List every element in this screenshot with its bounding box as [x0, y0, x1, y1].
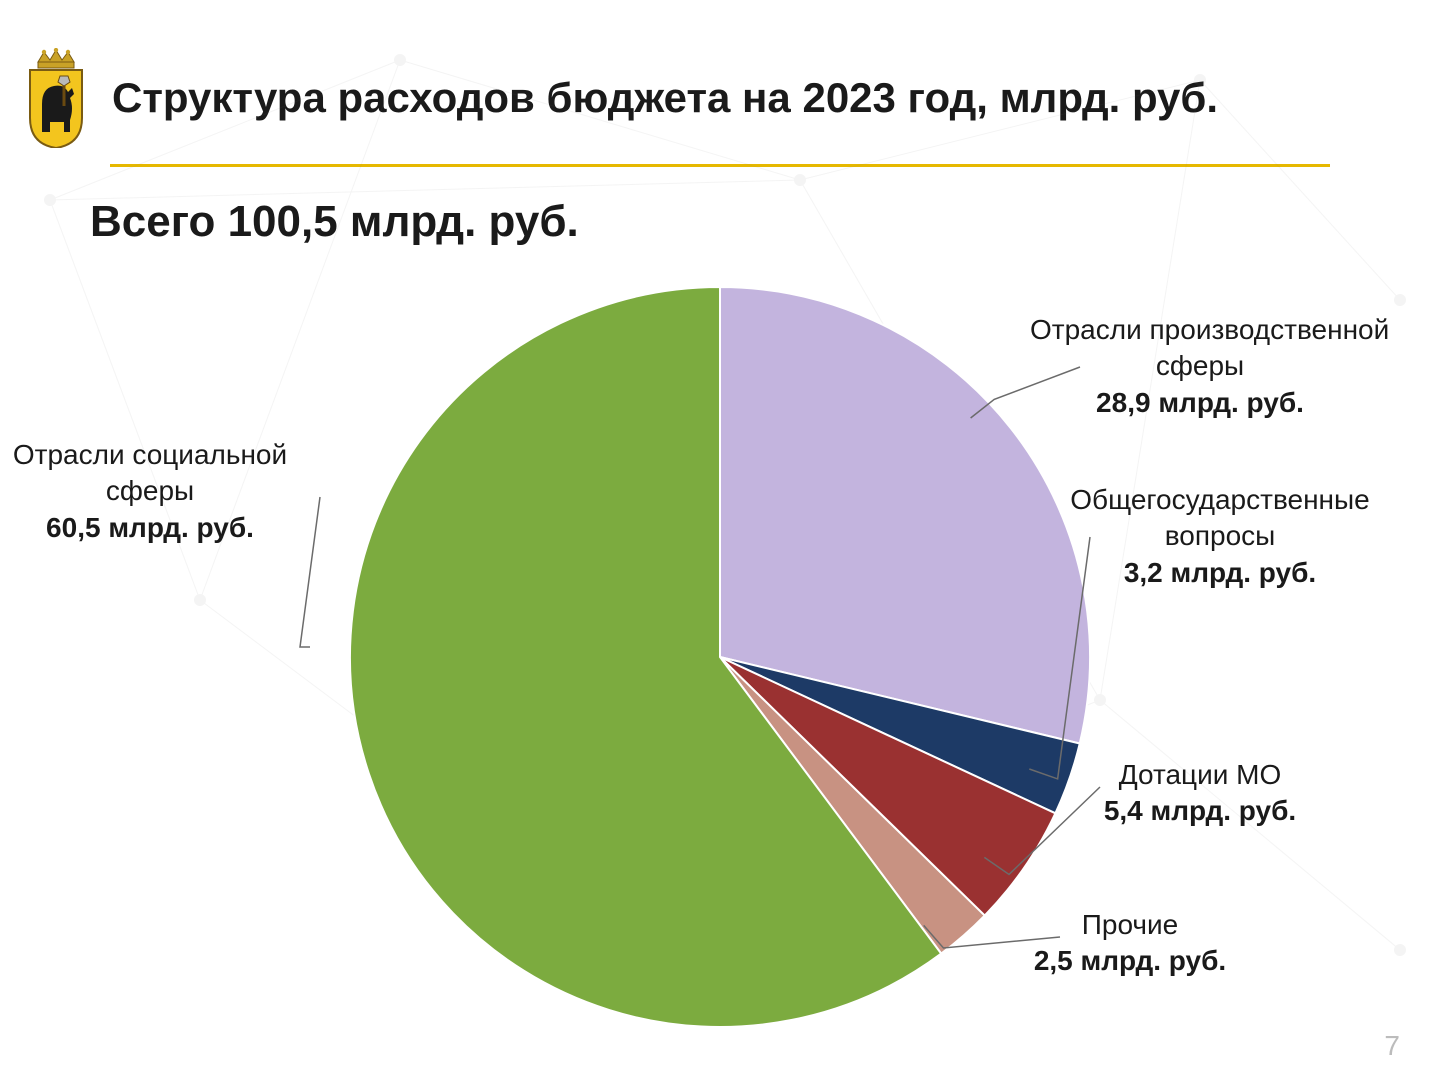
title-underline: [110, 164, 1330, 167]
slice-label-production: Отрасли производственной сферы 28,9 млрд…: [1030, 312, 1370, 421]
slice-label-other: Прочие 2,5 млрд. руб.: [960, 907, 1300, 980]
label-value: 3,2 млрд. руб.: [1124, 557, 1316, 588]
label-line: сферы: [106, 475, 194, 506]
label-line: вопросы: [1165, 520, 1276, 551]
label-value: 5,4 млрд. руб.: [1104, 795, 1296, 826]
label-line: Общегосударственные: [1070, 484, 1369, 515]
coat-of-arms-icon: [20, 48, 92, 148]
label-line: Отрасли социальной: [13, 439, 287, 470]
label-line: Отрасли производственной: [1030, 314, 1389, 345]
page-title: Структура расходов бюджета на 2023 год, …: [112, 73, 1218, 123]
page-number: 7: [1384, 1030, 1400, 1062]
page-subtitle: Всего 100,5 млрд. руб.: [90, 197, 1440, 247]
label-line: Дотации МО: [1119, 759, 1282, 790]
slice-label-social: Отрасли социальной сферы 60,5 млрд. руб.: [0, 437, 320, 546]
slice-label-government: Общегосударственные вопросы 3,2 млрд. ру…: [1050, 482, 1390, 591]
slice-label-dotations: Дотации МО 5,4 млрд. руб.: [1030, 757, 1370, 830]
label-value: 2,5 млрд. руб.: [1034, 945, 1226, 976]
label-value: 60,5 млрд. руб.: [46, 512, 254, 543]
pie-chart-container: Отрасли производственной сферы 28,9 млрд…: [0, 257, 1440, 1057]
header: Структура расходов бюджета на 2023 год, …: [0, 0, 1440, 158]
label-line: Прочие: [1082, 909, 1178, 940]
label-line: сферы: [1156, 350, 1244, 381]
label-value: 28,9 млрд. руб.: [1096, 387, 1304, 418]
